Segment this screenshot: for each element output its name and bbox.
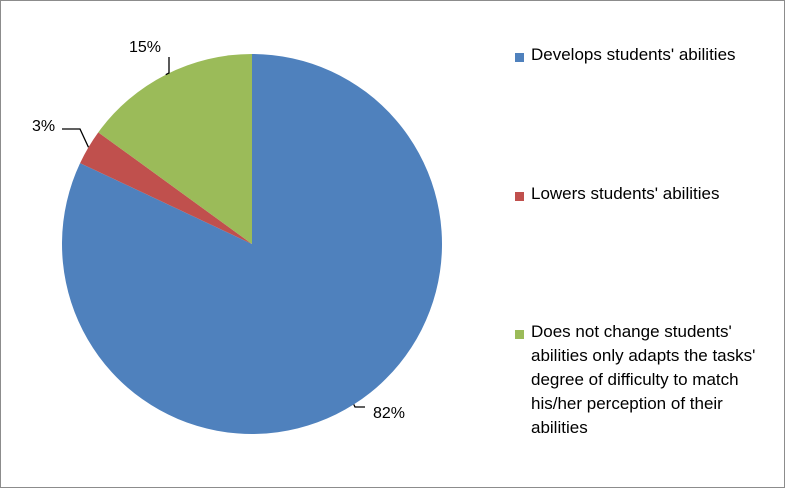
legend-label-lowers: Lowers students' abilities [531,184,720,203]
leader-line-develops [353,404,365,408]
legend-swatch-no-change [515,330,524,339]
legend-label-develops: Develops students' abilities [531,45,736,64]
leader-line-lowers [62,128,90,148]
pie-slice-lowers [80,132,253,244]
pie-slice-no-change [98,53,252,244]
legend: Develops students' abilities Lowers stud… [515,0,780,486]
data-labels: 82% 3% 15% [32,39,405,422]
pie-slice-develops [61,54,442,434]
legend-item-lowers: Lowers students' abilities [515,184,775,206]
pie-slices [61,53,442,434]
legend-label-no-change: Does not change students' abilities only… [531,322,756,437]
data-label-develops: 82% [373,405,405,422]
legend-item-develops: Develops students' abilities [515,45,775,67]
legend-item-no-change: Does not change students' abilities only… [515,322,775,440]
legend-swatch-develops [515,53,524,62]
data-label-lowers: 3% [32,118,55,135]
leader-line-no-change [165,57,170,76]
leader-lines [62,57,365,408]
data-label-no-change: 15% [129,39,161,56]
legend-swatch-lowers [515,192,524,201]
